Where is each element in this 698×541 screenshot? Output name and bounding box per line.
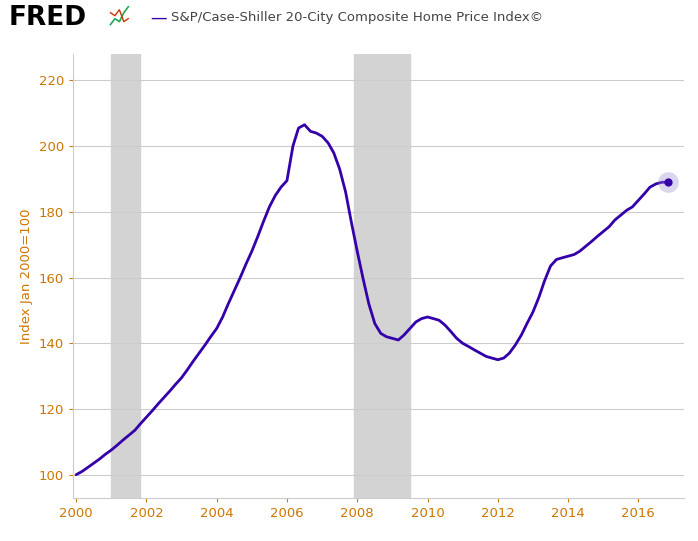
Text: —: — <box>150 9 167 27</box>
Bar <box>111 54 140 498</box>
Text: S&P/Case-Shiller 20-City Composite Home Price Index©: S&P/Case-Shiller 20-City Composite Home … <box>171 11 543 24</box>
Bar <box>355 54 410 498</box>
Point <box>662 178 673 187</box>
Y-axis label: Index Jan 2000=100: Index Jan 2000=100 <box>20 208 34 344</box>
Text: FRED: FRED <box>8 4 87 31</box>
Point <box>662 178 673 187</box>
